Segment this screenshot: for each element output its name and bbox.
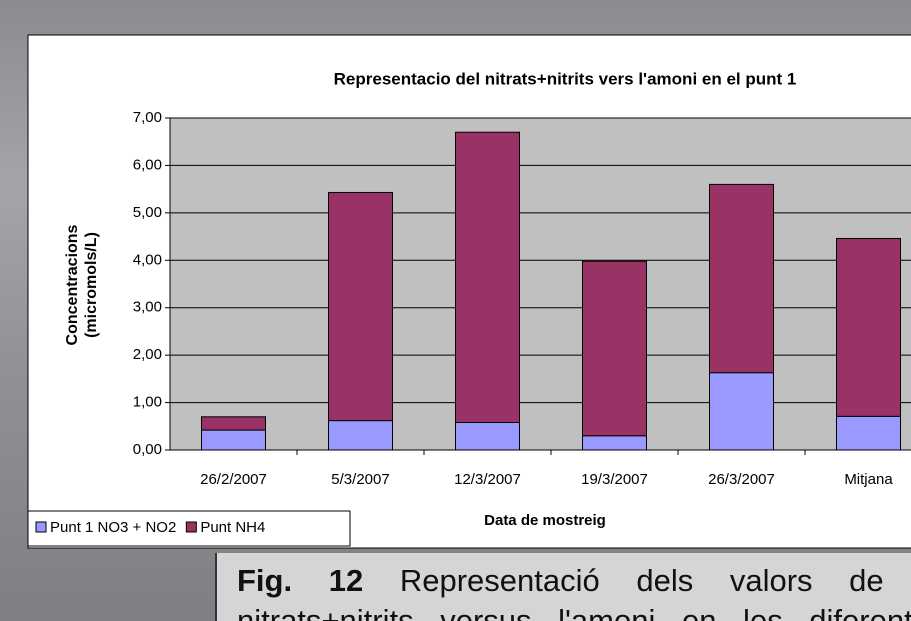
caption-line: Fig. 12 Representació dels valors de (237, 563, 884, 599)
x-tick-label: 19/3/2007 (581, 471, 648, 488)
caption-text: Representació dels valors de (399, 563, 884, 598)
caption-number: 12 (328, 563, 364, 598)
y-tick-label: 3,00 (133, 299, 162, 316)
y-axis-title: Concentracions (64, 224, 81, 345)
caption-label: Fig. (237, 563, 293, 598)
plot-area (169, 117, 911, 451)
x-tick-label: 26/2/2007 (200, 471, 267, 488)
bar-segment (455, 421, 520, 451)
x-tick-label: 26/3/2007 (708, 471, 775, 488)
bar-segment (201, 416, 266, 431)
x-tick-label: 12/3/2007 (454, 471, 521, 488)
y-tick-label: 6,00 (133, 156, 162, 173)
bar-segment (582, 435, 647, 451)
x-tick-label: 5/3/2007 (331, 471, 389, 488)
caption: Fig. 12 Representació dels valors de nit… (215, 553, 911, 621)
caption-line: nitrats+nitrits versus l'amoni en les di… (237, 603, 911, 621)
y-tick-label: 5,00 (133, 204, 162, 221)
legend-swatch (35, 521, 47, 533)
bar-segment (328, 191, 393, 422)
y-tick-label: 2,00 (133, 346, 162, 363)
bar-segment (836, 237, 901, 417)
y-tick-label: 7,00 (133, 109, 162, 126)
chart-title: Representacio del nitrats+nitrits vers l… (334, 69, 797, 88)
bar-segment (201, 429, 266, 451)
y-tick-label: 4,00 (133, 251, 162, 268)
bar-segment (709, 372, 774, 451)
y-tick-label: 0,00 (133, 441, 162, 458)
bar-segment (709, 183, 774, 374)
bar-segment (328, 420, 393, 451)
y-tick-label: 1,00 (133, 394, 162, 411)
legend-label: Punt 1 NO3 + NO2 (50, 519, 176, 536)
y-axis-title: (micromols/L) (83, 232, 100, 338)
bar-segment (582, 260, 647, 437)
x-tick-label: Mitjana (844, 471, 893, 488)
legend-swatch (185, 521, 197, 533)
bar-segment (836, 415, 901, 451)
bar-segment (455, 131, 520, 423)
legend-label: Punt NH4 (200, 519, 265, 536)
x-axis-title: Data de mostreig (484, 512, 606, 529)
